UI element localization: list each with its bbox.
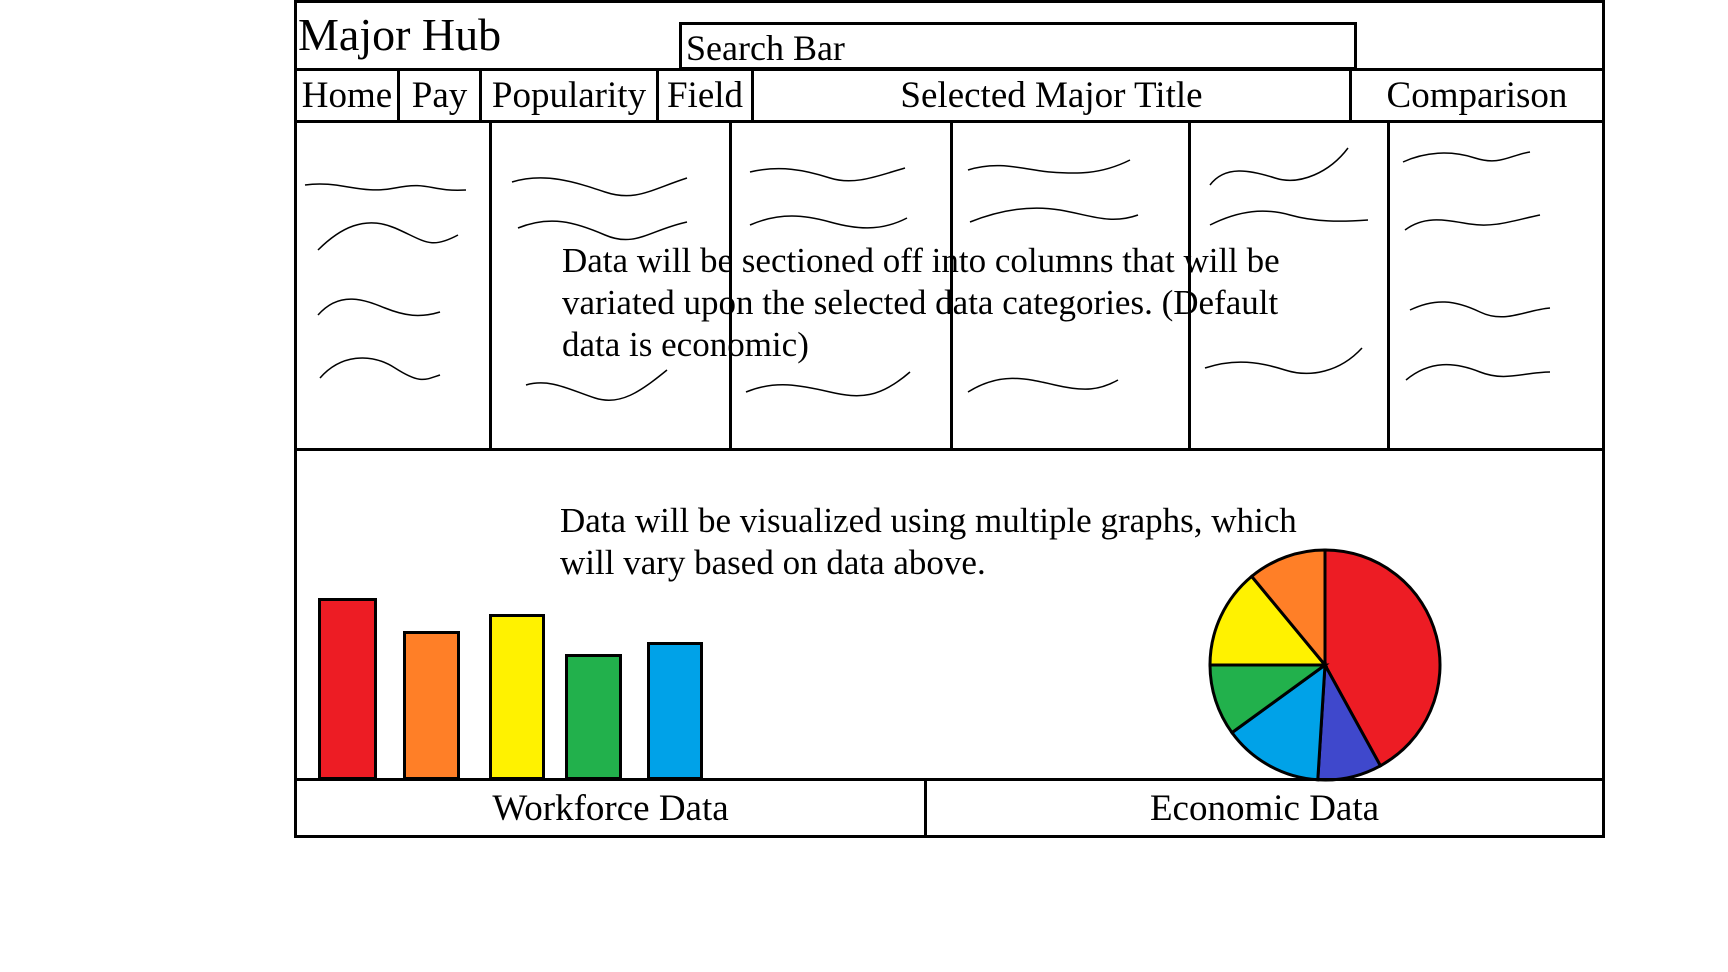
placeholder-scribble: [749, 215, 908, 229]
placeholder-scribble: [745, 371, 911, 397]
footer-divider: [924, 778, 927, 838]
placeholder-scribble: [317, 222, 459, 251]
data-section-bottom-divider: [294, 448, 1605, 451]
selected-major-title: Selected Major Title: [754, 71, 1349, 120]
nav-tab-home[interactable]: Home: [297, 71, 397, 120]
graph-section-note: Data will be visualized using multiple g…: [560, 501, 1297, 582]
bar-5: [647, 642, 703, 780]
nav-divider: [751, 68, 754, 123]
economic-data-tab[interactable]: Economic Data: [1149, 787, 1380, 829]
pie-slice-1: [1323, 548, 1442, 768]
nav-tab-popularity[interactable]: Popularity: [482, 71, 656, 120]
placeholder-scribble: [319, 357, 441, 381]
bar-1: [318, 598, 377, 780]
nav-divider: [479, 68, 482, 123]
placeholder-scribble: [317, 298, 441, 317]
footer-top-divider: [294, 778, 1605, 781]
nav-top-divider: [294, 68, 1605, 71]
placeholder-scribble: [517, 220, 688, 241]
placeholder-scribble: [967, 159, 1131, 174]
search-bar-label: Search Bar: [686, 28, 845, 68]
placeholder-scribble: [749, 167, 906, 182]
placeholder-scribble: [1409, 301, 1551, 318]
column-divider: [1188, 123, 1191, 449]
pie-slice-5: [1208, 574, 1329, 667]
placeholder-scribble: [969, 207, 1139, 223]
nav-bar: [294, 68, 1605, 123]
placeholder-scribble: [525, 369, 668, 402]
placeholder-scribble: [1209, 210, 1369, 226]
bar-3: [489, 614, 545, 780]
placeholder-scribble: [1402, 151, 1531, 163]
app-frame: [294, 0, 1605, 838]
nav-bottom-divider: [294, 120, 1605, 123]
nav-divider: [656, 68, 659, 123]
nav-divider: [1349, 68, 1352, 123]
workforce-data-tab[interactable]: Workforce Data: [492, 787, 729, 829]
bar-2: [403, 631, 460, 780]
column-divider: [489, 123, 492, 449]
nav-tab-pay[interactable]: Pay: [400, 71, 479, 120]
column-divider: [950, 123, 953, 449]
placeholder-scribble: [1204, 347, 1363, 375]
placeholder-scribble: [304, 183, 467, 191]
data-section-note: Data will be sectioned off into columns …: [562, 241, 1280, 364]
placeholder-scribble: [511, 177, 688, 197]
pie-slice-6: [1249, 548, 1327, 670]
nav-tab-field[interactable]: Field: [659, 71, 751, 120]
nav-divider: [397, 68, 400, 123]
bar-4: [565, 654, 622, 780]
placeholder-scribble: [967, 377, 1119, 393]
column-divider: [729, 123, 732, 449]
placeholder-scribble: [1209, 147, 1349, 186]
placeholder-scribble: [1405, 363, 1551, 381]
app-title: Major Hub: [298, 9, 502, 60]
column-divider: [1387, 123, 1390, 449]
placeholder-scribble: [1404, 214, 1541, 231]
comparison-tab[interactable]: Comparison: [1352, 71, 1602, 120]
